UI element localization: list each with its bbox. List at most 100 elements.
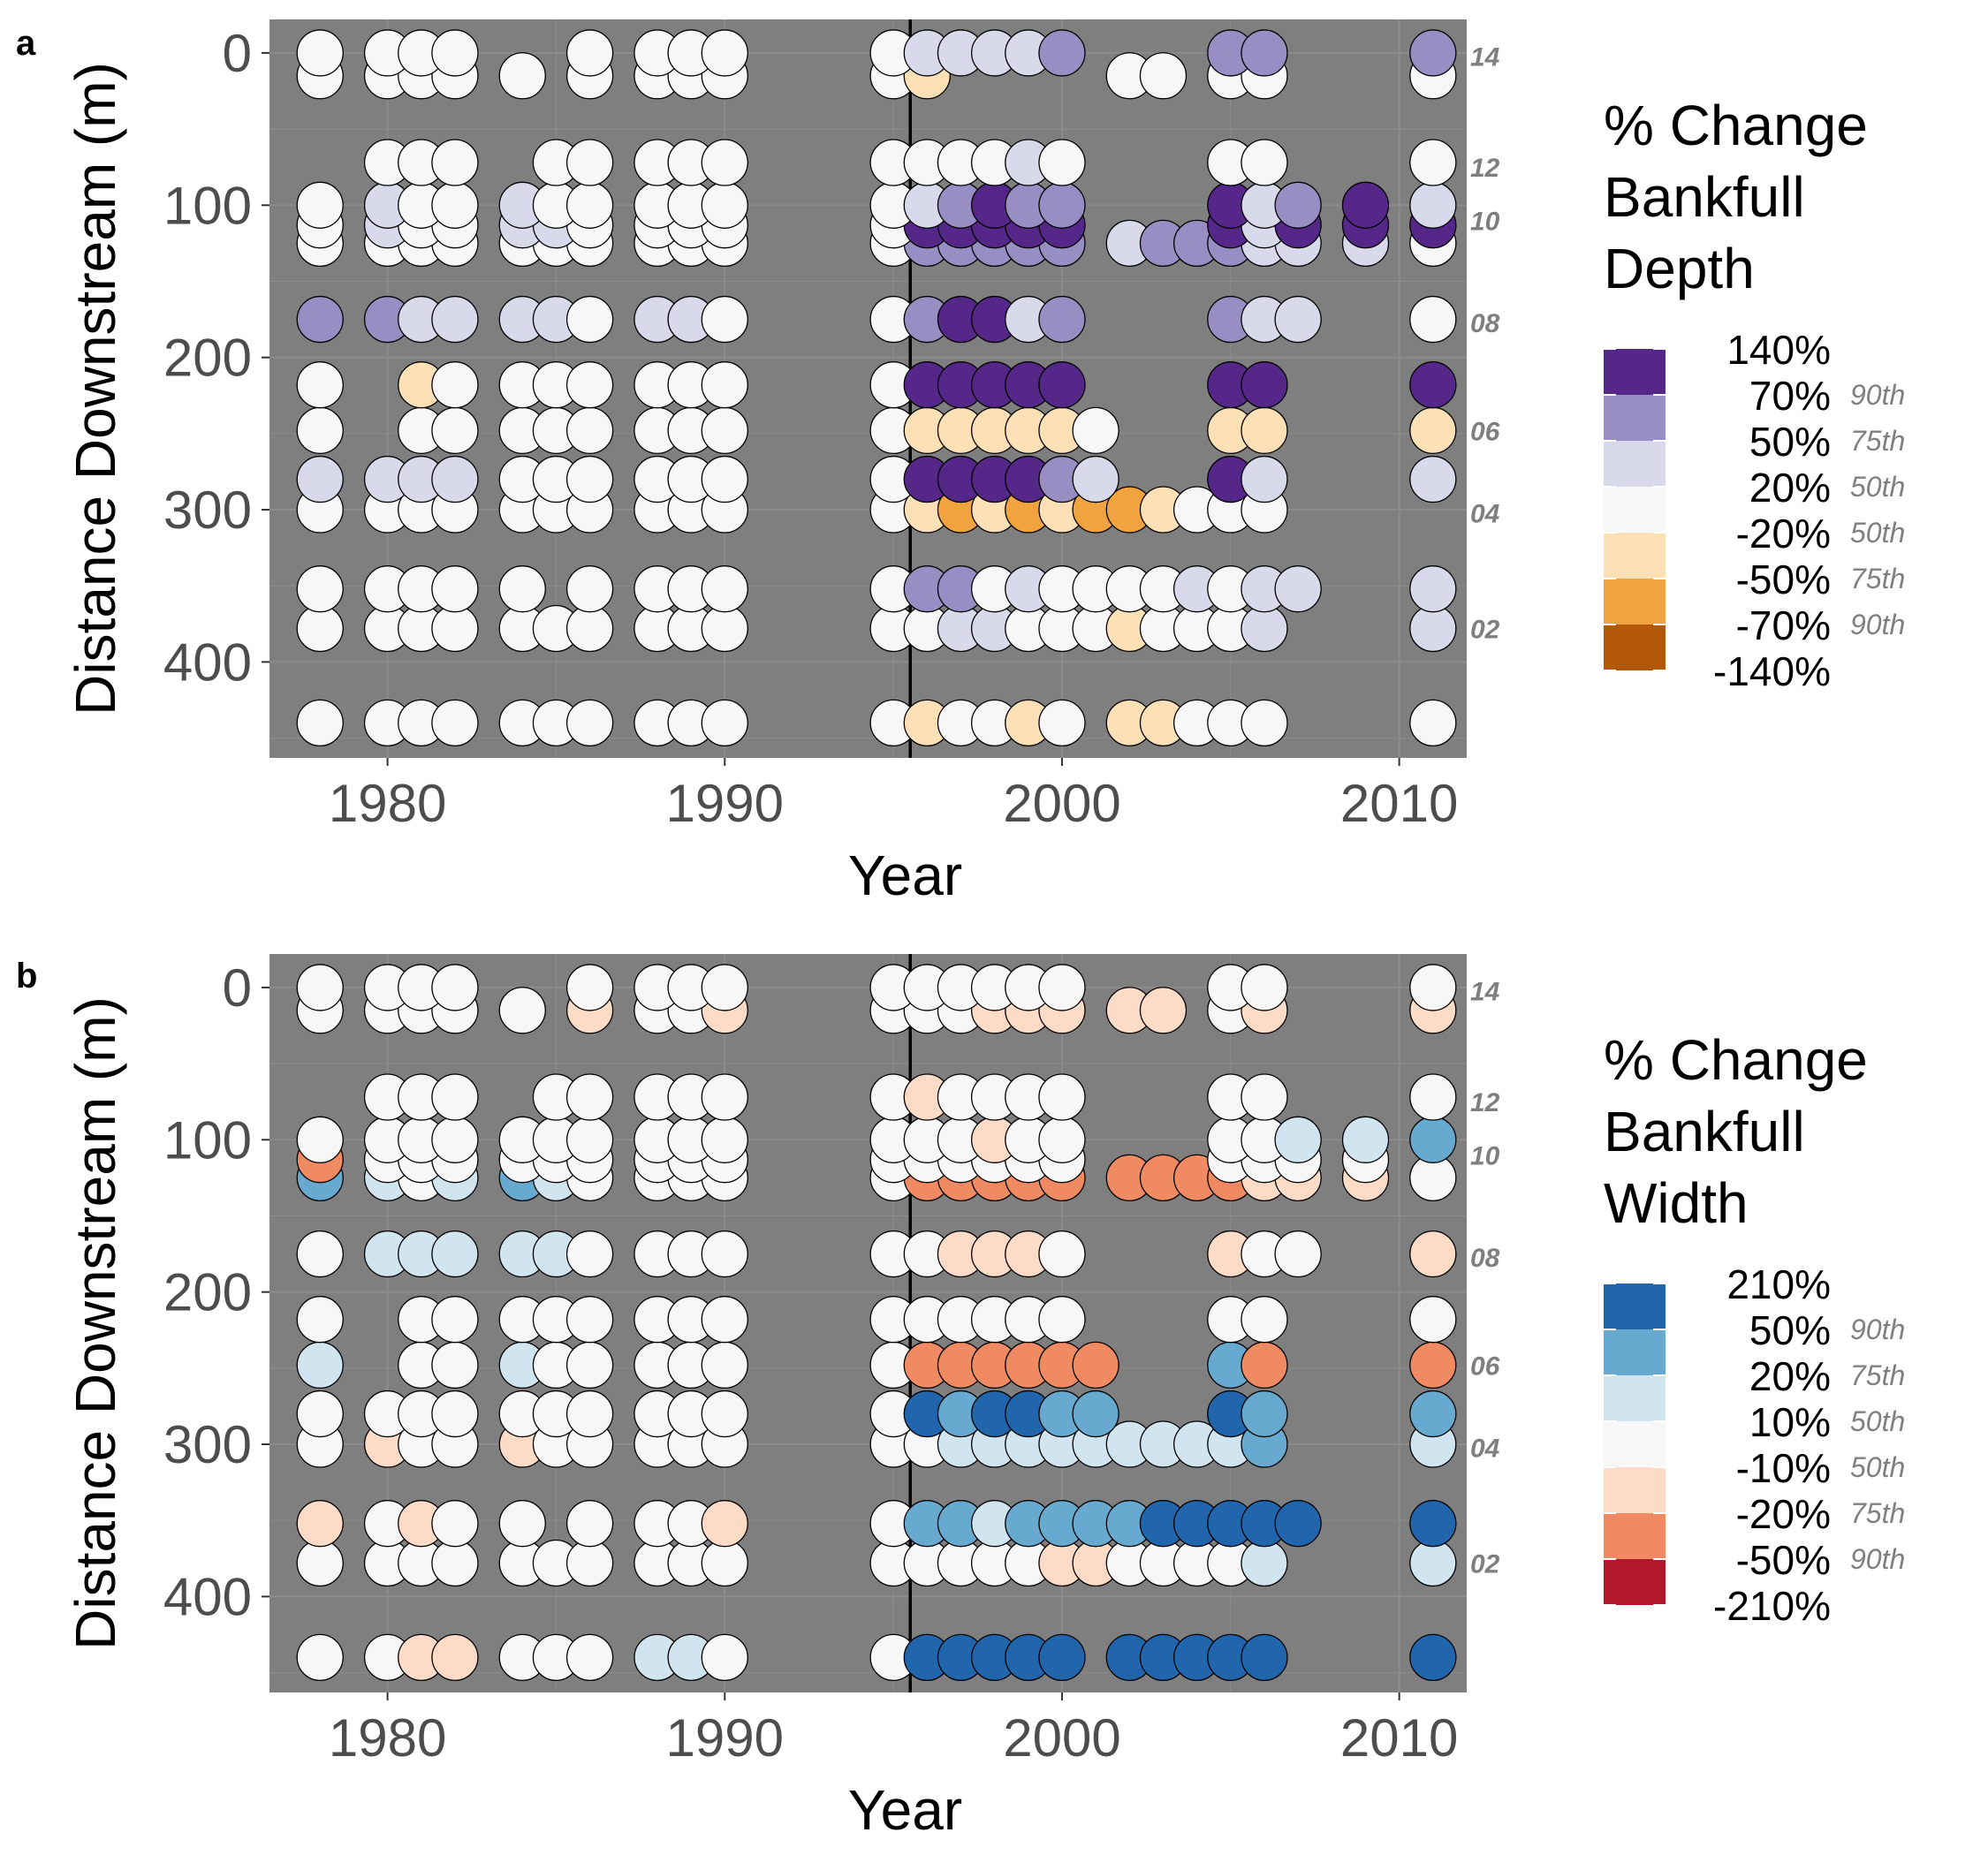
data-point bbox=[1409, 181, 1457, 229]
legend-label: 50% bbox=[1749, 419, 1831, 465]
cross-section-label: 06 bbox=[1470, 417, 1500, 446]
data-point bbox=[701, 1296, 748, 1344]
data-point bbox=[701, 1116, 748, 1163]
data-point bbox=[1409, 1296, 1457, 1344]
data-point bbox=[296, 361, 344, 409]
legend-percentile-label: 90th bbox=[1850, 379, 1905, 411]
data-point bbox=[1341, 181, 1390, 229]
data-point bbox=[701, 1500, 748, 1548]
data-point bbox=[431, 1633, 479, 1682]
x-tick-label: 2000 bbox=[1003, 774, 1120, 833]
cross-section-labels: 14 12 10 08 06 04 02 bbox=[1470, 42, 1500, 644]
cross-section-label: 02 bbox=[1470, 1549, 1500, 1579]
y-tick-label: 400 bbox=[163, 632, 252, 692]
y-axis: 0 100 200 300 400 bbox=[163, 958, 269, 1626]
legend-label: -50% bbox=[1736, 556, 1831, 602]
legend-label: 10% bbox=[1749, 1399, 1831, 1445]
legend-percentile-label: 50th bbox=[1850, 517, 1905, 549]
cross-section-label: 14 bbox=[1470, 977, 1500, 1006]
cross-section-label: 08 bbox=[1470, 309, 1500, 338]
data-point bbox=[1038, 29, 1086, 77]
data-point bbox=[565, 1230, 614, 1278]
panel-letter: a bbox=[16, 24, 36, 63]
data-point bbox=[701, 455, 748, 504]
data-point bbox=[431, 565, 479, 613]
data-point bbox=[565, 699, 614, 747]
data-point bbox=[431, 361, 479, 409]
legend-color-key bbox=[1604, 1421, 1666, 1467]
legend-label: -20% bbox=[1736, 1491, 1831, 1537]
x-tick-label: 1980 bbox=[329, 774, 446, 833]
cross-section-label: 12 bbox=[1470, 154, 1500, 183]
data-point bbox=[1409, 1500, 1457, 1548]
legend-color-key bbox=[1604, 441, 1666, 487]
legend-color-key bbox=[1604, 487, 1666, 533]
legend-color-key bbox=[1604, 1375, 1666, 1421]
data-point bbox=[1274, 1500, 1322, 1548]
data-point bbox=[498, 52, 546, 100]
data-point bbox=[431, 1500, 479, 1548]
data-point bbox=[1274, 181, 1322, 229]
cross-section-labels: 14 12 10 08 06 04 02 bbox=[1470, 977, 1500, 1579]
data-point bbox=[701, 1341, 748, 1389]
data-point bbox=[565, 361, 614, 409]
data-point bbox=[498, 565, 546, 613]
x-axis: 1980 1990 2000 2010 bbox=[329, 1692, 1458, 1768]
data-point bbox=[701, 1633, 748, 1682]
data-point bbox=[1072, 455, 1119, 504]
data-point bbox=[1038, 181, 1086, 229]
data-point bbox=[431, 1389, 479, 1438]
legend-color-key bbox=[1604, 1467, 1666, 1513]
data-point bbox=[701, 1073, 748, 1121]
legend: % ChangeBankfullWidth210%50%20%10%-10%-2… bbox=[1604, 1028, 1905, 1629]
legend-color-key bbox=[1604, 1513, 1666, 1559]
data-point bbox=[1038, 699, 1086, 747]
legend-label: -10% bbox=[1736, 1445, 1831, 1491]
data-point bbox=[1241, 1633, 1288, 1682]
data-point bbox=[565, 181, 614, 229]
data-point bbox=[1409, 1341, 1457, 1389]
data-point bbox=[1409, 1389, 1457, 1438]
legend-label: -210% bbox=[1713, 1583, 1831, 1629]
y-tick-label: 300 bbox=[163, 1415, 252, 1474]
y-axis-title: Distance Downstream (m) bbox=[64, 996, 127, 1650]
data-point bbox=[565, 29, 614, 77]
data-point bbox=[431, 139, 479, 186]
cross-section-label: 02 bbox=[1470, 615, 1500, 644]
data-point bbox=[1409, 295, 1457, 344]
data-point bbox=[1241, 455, 1288, 504]
panel-a: a 0 100 200 300 400 Distance Downstream (m) 198… bbox=[16, 19, 1905, 907]
legend-label: 140% bbox=[1726, 327, 1831, 373]
data-point bbox=[565, 964, 614, 1011]
data-point bbox=[1241, 1296, 1288, 1344]
data-point bbox=[701, 964, 748, 1011]
data-point bbox=[701, 139, 748, 186]
x-axis-title: Year bbox=[848, 1778, 962, 1842]
data-point bbox=[431, 1073, 479, 1121]
data-point bbox=[1038, 361, 1086, 409]
y-tick-label: 0 bbox=[223, 958, 252, 1018]
data-point bbox=[431, 1116, 479, 1163]
data-point bbox=[1409, 139, 1457, 186]
data-point bbox=[296, 1341, 344, 1389]
data-point bbox=[701, 295, 748, 344]
data-point bbox=[1072, 1389, 1119, 1438]
data-point bbox=[565, 1389, 614, 1438]
cross-section-label: 04 bbox=[1470, 1434, 1500, 1463]
legend-label: -50% bbox=[1736, 1537, 1831, 1583]
data-point bbox=[431, 295, 479, 344]
legend-label: 50% bbox=[1749, 1307, 1831, 1353]
data-point bbox=[1241, 406, 1288, 455]
legend-color-key bbox=[1604, 1329, 1666, 1375]
data-point bbox=[565, 406, 614, 455]
data-point bbox=[1241, 1341, 1288, 1389]
legend-label: 20% bbox=[1749, 465, 1831, 511]
data-point bbox=[1409, 406, 1457, 455]
data-point bbox=[296, 1633, 344, 1682]
x-tick-label: 1990 bbox=[666, 1708, 784, 1768]
data-point bbox=[498, 1500, 546, 1548]
legend-color-key bbox=[1604, 1283, 1666, 1329]
legend-percentile-label: 50th bbox=[1850, 1451, 1905, 1483]
legend-label: 210% bbox=[1726, 1261, 1831, 1307]
